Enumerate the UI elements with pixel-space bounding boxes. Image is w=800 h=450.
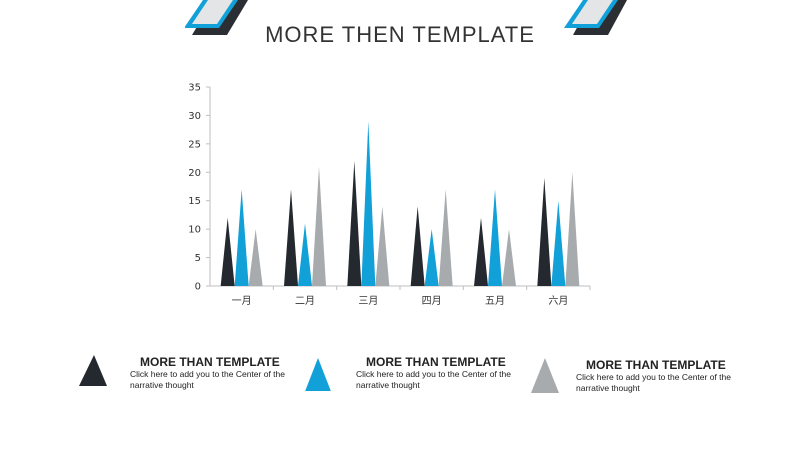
legend-title: MORE THAN TEMPLATE [140, 355, 280, 369]
bar-gray-3 [438, 189, 453, 286]
y-tick-label: 25 [188, 139, 201, 150]
x-category-label: 二月 [295, 295, 315, 307]
x-category-label: 六月 [548, 295, 568, 307]
bar-gray-0 [248, 229, 263, 286]
y-tick-label: 10 [188, 225, 201, 236]
bar-dark-1 [284, 189, 298, 286]
bar-dark-2 [347, 160, 362, 286]
decorative-parallelogram-left [185, 0, 248, 35]
y-tick-label: 35 [188, 83, 201, 94]
y-tick-label: 15 [188, 196, 201, 207]
page-title: MORE THEN TEMPLATE [265, 22, 535, 47]
x-category-label: 三月 [358, 295, 378, 307]
bar-gray-1 [312, 166, 326, 286]
bar-dark-4 [474, 217, 488, 286]
y-tick-label: 30 [188, 111, 201, 122]
legend-title: MORE THAN TEMPLATE [366, 355, 506, 369]
dark-triangle-icon [79, 355, 107, 386]
bar-dark-3 [410, 206, 425, 286]
x-category-label: 一月 [232, 295, 252, 307]
bar-blue-2 [361, 121, 376, 286]
legend-description: Click here to add you to the Center of t… [576, 372, 731, 393]
bar-blue-5 [551, 200, 566, 286]
blue-triangle-icon [305, 358, 331, 391]
legend-item-gray: MORE THAN TEMPLATE Click here to add you… [531, 358, 761, 408]
bar-blue-3 [424, 229, 439, 286]
legend-description: Click here to add you to the Center of t… [356, 369, 511, 390]
triangle-bar-chart: 0 5 10 15 20 25 30 35 一月 二月 三月 四月 五月 六月 [188, 83, 591, 307]
decorative-parallelogram-right [564, 0, 627, 35]
bar-blue-0 [234, 189, 249, 286]
bar-gray-5 [565, 172, 580, 286]
y-tick-label: 0 [195, 282, 201, 293]
legend-item-blue: MORE THAN TEMPLATE Click here to add you… [304, 355, 534, 405]
legend-item-dark: MORE THAN TEMPLATE Click here to add you… [79, 355, 309, 405]
gray-triangle-icon [531, 358, 559, 393]
bar-dark-5 [537, 177, 552, 286]
bar-blue-4 [488, 189, 502, 286]
legend-description: Click here to add you to the Center of t… [130, 369, 285, 390]
y-tick-label: 20 [188, 168, 201, 179]
y-tick-label: 5 [195, 253, 201, 264]
bar-blue-1 [298, 223, 312, 286]
x-category-label: 五月 [485, 295, 505, 307]
bar-gray-4 [502, 229, 516, 286]
bar-gray-2 [375, 206, 390, 286]
x-category-label: 四月 [422, 295, 442, 307]
legend-title: MORE THAN TEMPLATE [586, 358, 726, 372]
bar-dark-0 [220, 217, 235, 286]
